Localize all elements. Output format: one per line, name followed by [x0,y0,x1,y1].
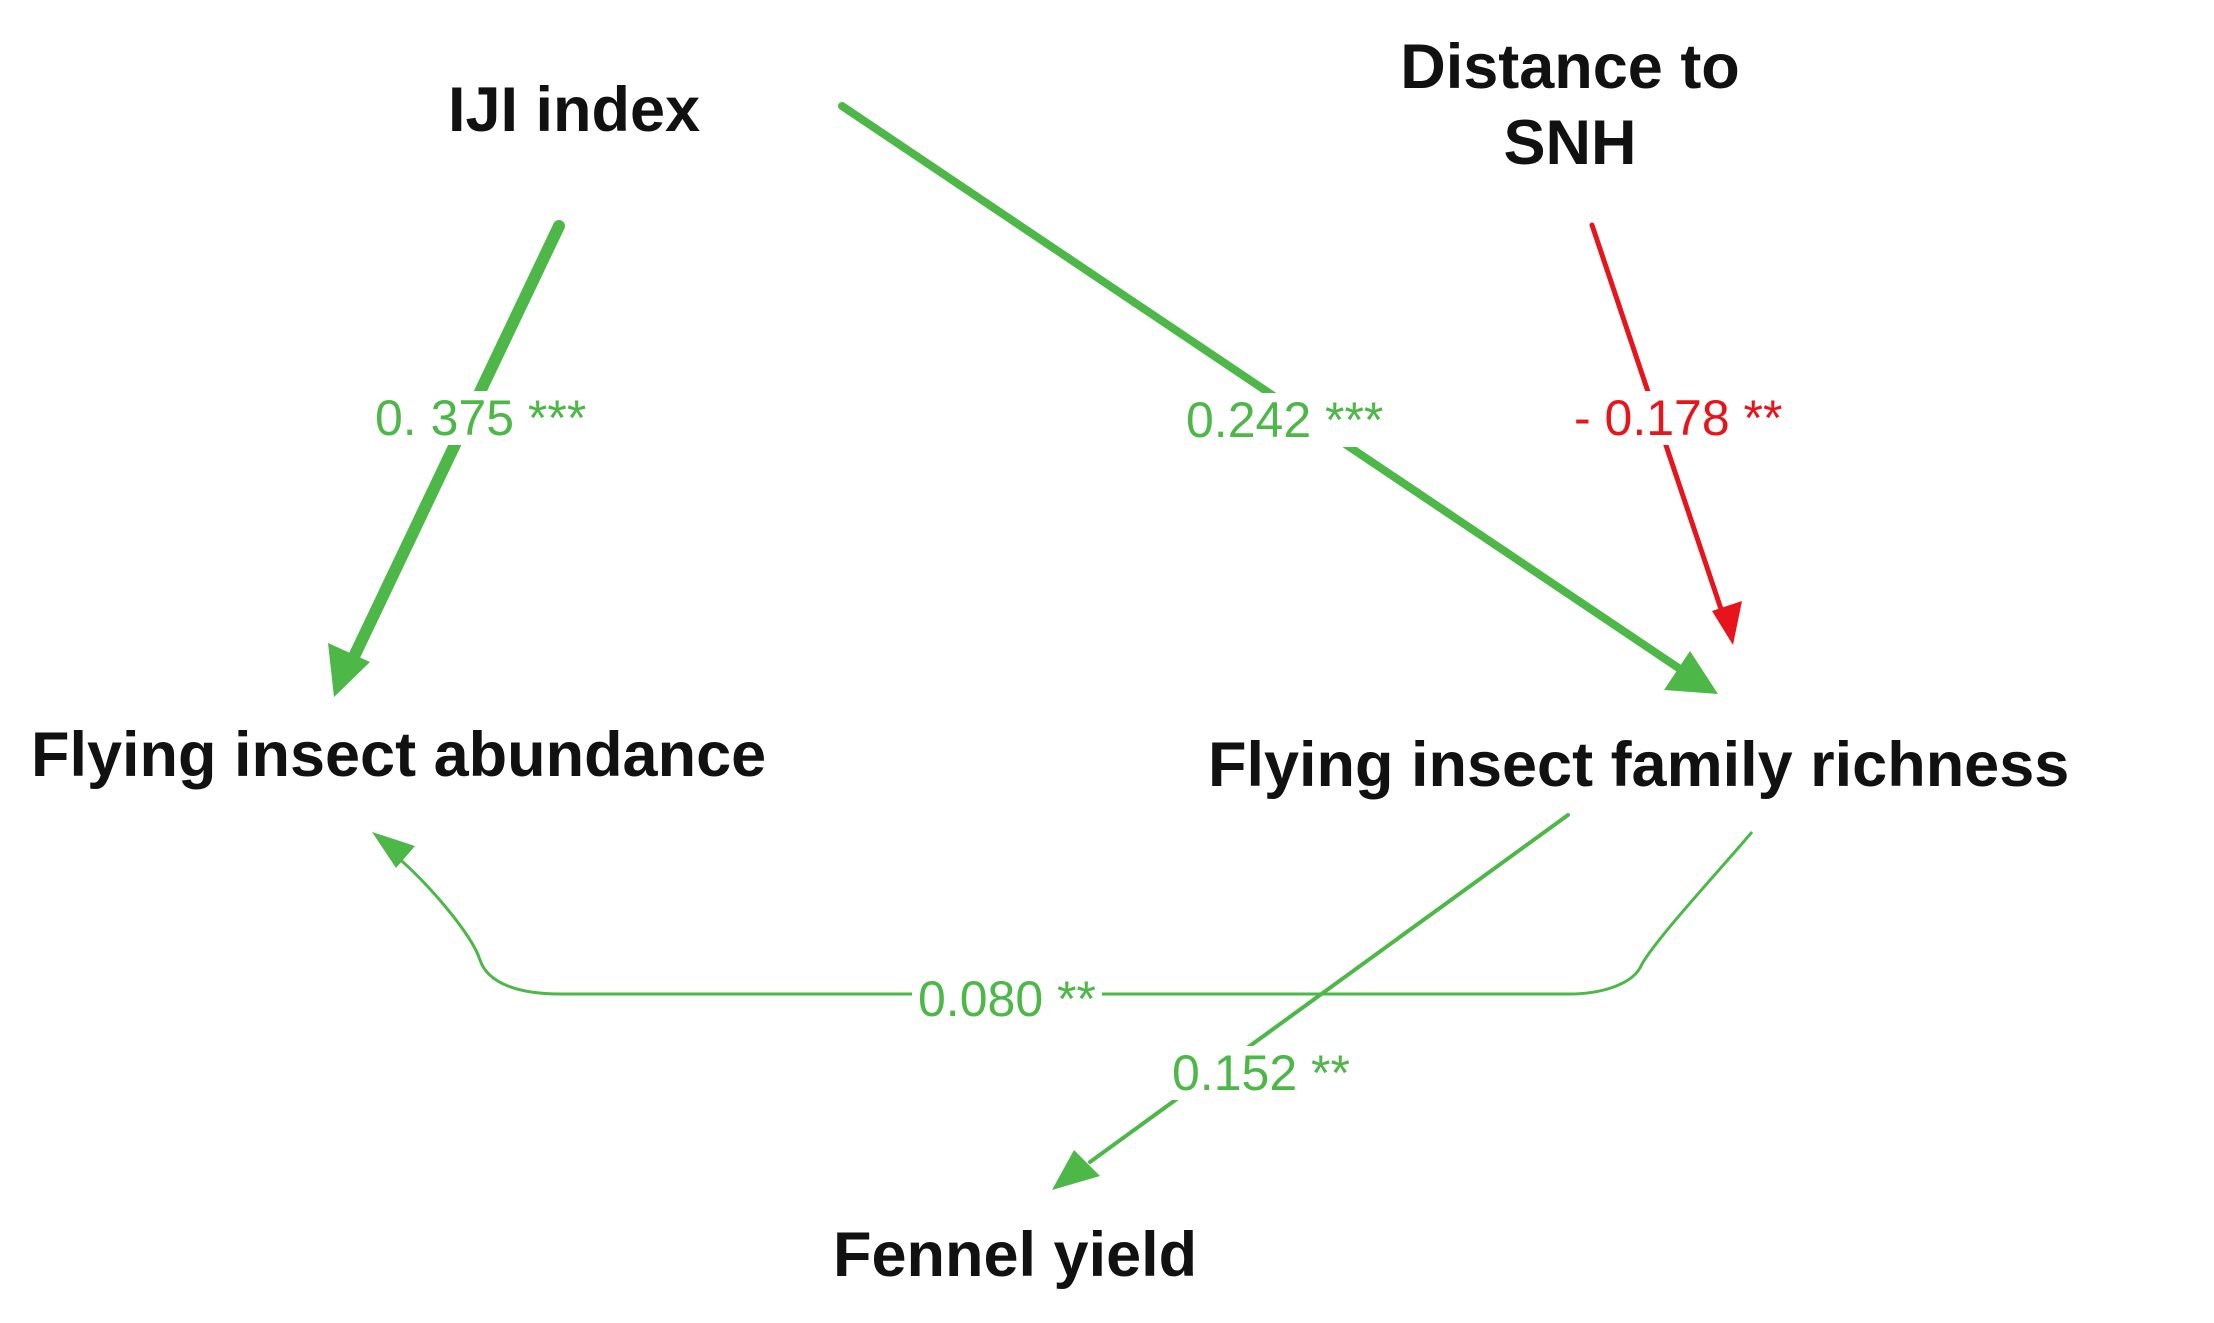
arrowhead-richness-from-distance [1712,601,1742,645]
arrowhead-abundance [328,643,370,697]
node-flying-insect-family-richness: Flying insect family richness [1208,730,2070,800]
node-fennel-yield: Fennel yield [833,1220,1198,1290]
node-iji-index: IJI index [448,75,701,145]
coef-iji-richness: 0.242 *** [1180,393,1390,447]
path-iji-to-richness [838,102,1684,673]
coef-distance-richness: - 0.178 ** [1568,391,1789,445]
coef-richness-fennel: 0.152 ** [1166,1046,1356,1100]
coef-iji-abundance: 0. 375 *** [369,391,593,445]
node-distance-line2: SNH [1503,107,1637,178]
node-distance-to-snh: Distance to SNH [1370,30,1770,181]
coef-richness-abundance: 0.080 ** [912,972,1102,1026]
path-iji-to-abundance [344,220,565,671]
arrowhead-fennel [1052,1150,1100,1190]
arrowhead-richness-from-iji [1664,651,1718,694]
node-distance-line1: Distance to [1400,32,1740,102]
path-richness-to-fennel [1088,813,1570,1164]
node-flying-insect-abundance: Flying insect abundance [31,720,767,790]
arrowhead-abundance-from-richness [372,832,415,868]
path-richness-to-abundance [394,831,1754,996]
